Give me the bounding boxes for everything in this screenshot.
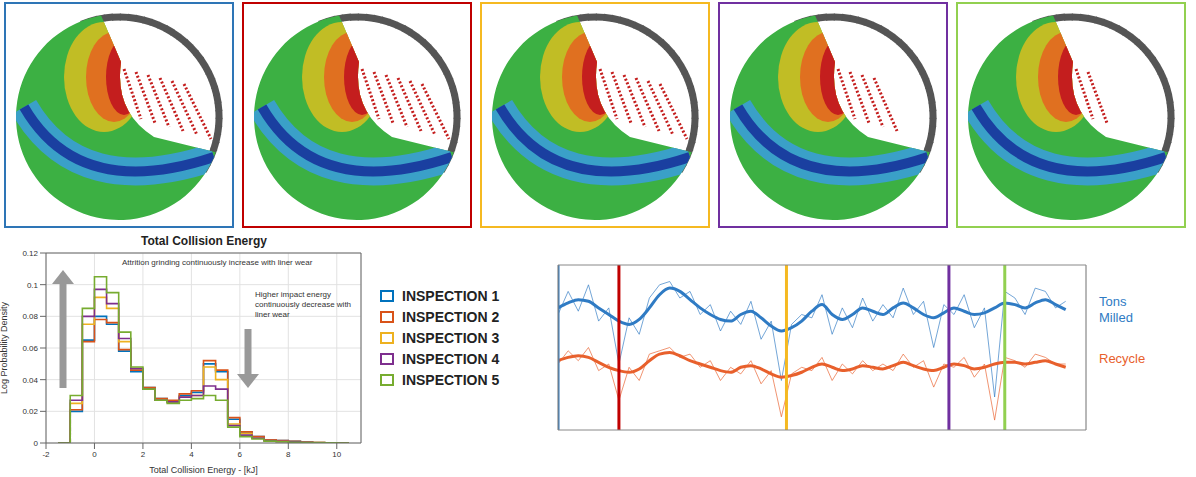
html-text:Total Collision Energy: Total Collision Energy [141,234,267,248]
svg-text:Total Collision Energy - [kJ]: Total Collision Energy - [kJ] [149,465,258,475]
html-text:INSPECTION 4: INSPECTION 4 [402,350,500,367]
svg-text:4: 4 [189,450,194,459]
svg-text:0: 0 [92,450,97,459]
html-text:INSPECTION 1: INSPECTION 1 [402,287,500,304]
svg-text:-2: -2 [42,450,50,459]
svg-text:6: 6 [238,450,243,459]
svg-text:2: 2 [141,450,146,459]
svg-text:0.08: 0.08 [22,312,38,321]
svg-text:0.04: 0.04 [22,376,38,385]
svg-text:0: 0 [34,439,39,448]
svg-text:Log Probability Density: Log Probability Density [0,301,9,394]
html-text:Attrition grinding continuousl: Attrition grinding continuously increase… [122,258,313,267]
html-text:Tons Milled: Tons Milled [1099,293,1133,325]
svg-text:8: 8 [286,450,291,459]
html-text:Higher impact energy continuou: Higher impact energy continuously decrea… [255,290,352,319]
svg-text:10: 10 [332,450,341,459]
html-text:INSPECTION 3: INSPECTION 3 [402,329,500,346]
svg-text:0.06: 0.06 [22,344,38,353]
html-text:INSPECTION 5: INSPECTION 5 [402,371,500,388]
html-text:INSPECTION 2: INSPECTION 2 [402,308,500,325]
svg-text:0.12: 0.12 [22,249,38,258]
html-text:Recycle: Recycle [1099,351,1146,367]
svg-text:0.02: 0.02 [22,407,38,416]
svg-text:0.1: 0.1 [27,281,39,290]
